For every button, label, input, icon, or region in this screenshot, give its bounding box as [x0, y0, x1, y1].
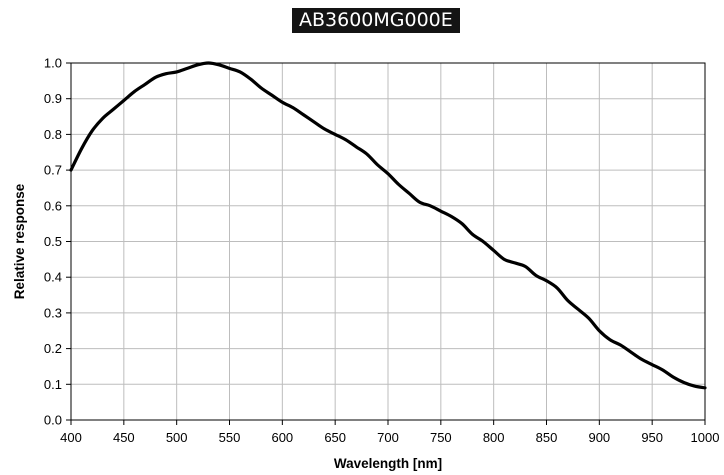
x-tick-label: 1000 — [691, 430, 720, 445]
x-tick-label: 500 — [166, 430, 188, 445]
y-tick-label: 0.2 — [44, 341, 62, 356]
x-tick-label: 650 — [324, 430, 346, 445]
x-tick-label: 800 — [483, 430, 505, 445]
y-axis-label: Relative response — [12, 183, 27, 299]
y-tick-label: 0.0 — [44, 413, 62, 428]
x-axis-ticks: 400 450 500 550 600 650 700 750 800 850 900 950 1000 — [60, 420, 719, 445]
x-tick-label: 750 — [430, 430, 452, 445]
x-tick-label: 700 — [377, 430, 399, 445]
x-tick-label: 400 — [60, 430, 82, 445]
y-tick-label: 0.6 — [44, 198, 62, 213]
x-tick-label: 550 — [219, 430, 241, 445]
x-tick-label: 850 — [536, 430, 558, 445]
x-tick-label: 950 — [641, 430, 663, 445]
y-tick-label: 0.4 — [44, 270, 62, 285]
x-axis-label: Wavelength [nm] — [334, 456, 442, 471]
y-tick-label: 0.8 — [44, 127, 62, 142]
y-tick-label: 0.7 — [44, 163, 62, 178]
chart-title: AB3600MG000E — [292, 8, 460, 33]
y-tick-label: 0.5 — [44, 234, 62, 249]
gridlines — [70, 62, 706, 421]
y-tick-label: 0.1 — [44, 377, 62, 392]
x-tick-label: 900 — [588, 430, 610, 445]
y-tick-label: 1.0 — [44, 56, 62, 71]
response-curve — [69, 61, 707, 390]
y-tick-label: 0.9 — [44, 91, 62, 106]
y-axis-ticks: 0.0 0.1 0.2 0.3 0.4 0.5 0.6 0.7 0.8 0.9 1.0 — [44, 56, 71, 428]
x-tick-label: 450 — [113, 430, 135, 445]
y-tick-label: 0.3 — [44, 305, 62, 320]
x-tick-label: 600 — [271, 430, 293, 445]
